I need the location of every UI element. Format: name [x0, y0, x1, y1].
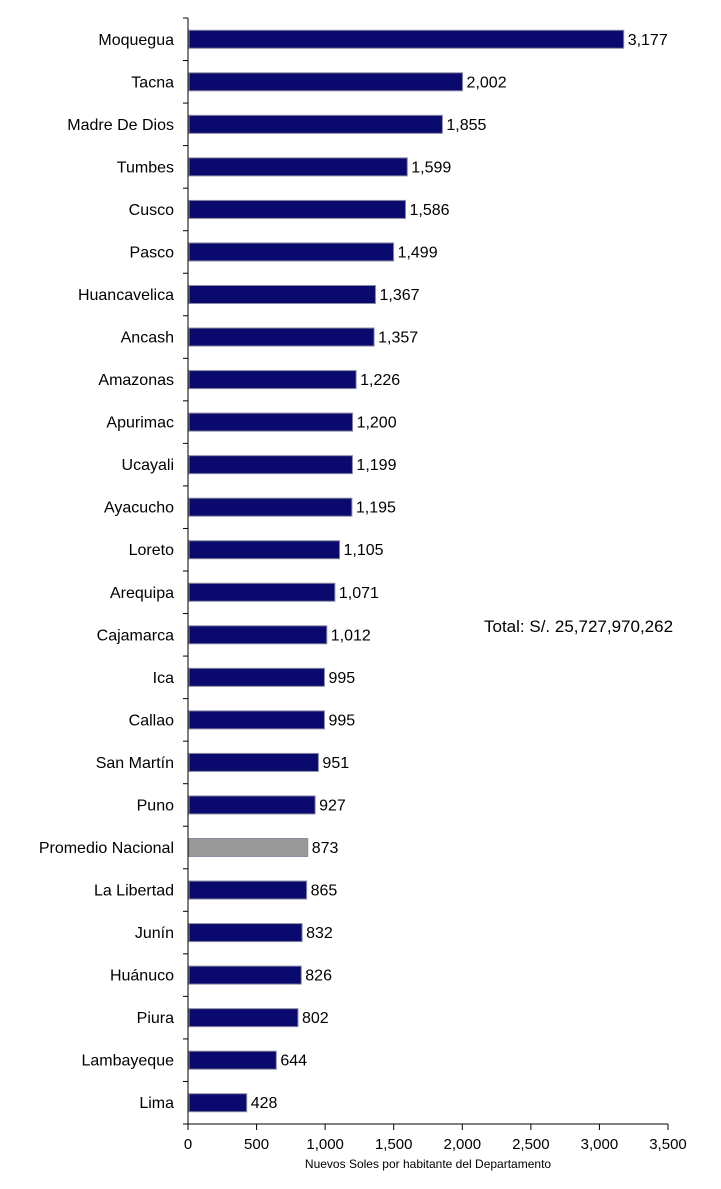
- bar-loreto: [188, 540, 341, 560]
- value-label-cajamarca: 1,012: [331, 627, 371, 644]
- x-tick-label: 500: [244, 1136, 269, 1153]
- value-labels: 3,177 2,002 1,855 1,599 1,586 1,499 1,367 1,357…: [251, 32, 668, 1112]
- x-tick-label: 1,500: [375, 1136, 413, 1153]
- bar-huanuco: [188, 965, 302, 985]
- value-label-piura: 802: [302, 1010, 329, 1027]
- value-label-lima: 428: [251, 1095, 278, 1112]
- bar-promedio-nacional: [188, 838, 309, 857]
- x-tick-label: 2,000: [444, 1136, 482, 1153]
- category-label-cajamarca: Cajamarca: [97, 627, 174, 644]
- bar-amazonas: [188, 370, 357, 390]
- category-label-callao: Callao: [129, 712, 174, 729]
- bar-moquegua: [188, 29, 625, 49]
- x-axis-title: Nuevos Soles por habitante del Departame…: [305, 1157, 551, 1171]
- category-label-cusco: Cusco: [129, 202, 174, 219]
- category-label-ayacucho: Ayacucho: [104, 500, 174, 517]
- bar-cusco: [188, 199, 407, 219]
- value-label-tumbes: 1,599: [411, 159, 451, 176]
- bar-apurimac: [188, 412, 354, 432]
- bar-la-libertad: [188, 880, 308, 900]
- value-label-ucayali: 1,199: [356, 457, 396, 474]
- category-labels: Moquegua Tacna Madre De Dios Tumbes Cusco Pas…: [39, 32, 174, 1112]
- value-label-ancash: 1,357: [378, 330, 418, 347]
- x-tick-label: 2,500: [512, 1136, 550, 1153]
- bar-cajamarca: [188, 625, 328, 645]
- bar-ucayali: [188, 455, 353, 475]
- bar-callao: [188, 710, 325, 730]
- category-label-san-martin: San Martín: [96, 755, 174, 772]
- value-label-lambayeque: 644: [280, 1053, 307, 1070]
- x-tick-label: 3,000: [581, 1136, 619, 1153]
- category-label-tumbes: Tumbes: [117, 159, 174, 176]
- category-label-puno: Puno: [137, 797, 174, 814]
- value-label-ayacucho: 1,195: [356, 500, 396, 517]
- category-label-tacna: Tacna: [131, 74, 174, 91]
- category-label-ica: Ica: [153, 670, 174, 687]
- value-label-ica: 995: [328, 670, 355, 687]
- category-label-promedio-nacional: Promedio Nacional: [39, 840, 174, 857]
- value-label-tacna: 2,002: [467, 74, 507, 91]
- value-label-loreto: 1,105: [344, 542, 384, 559]
- value-label-junin: 832: [306, 925, 333, 942]
- x-tick-label: 0: [184, 1136, 192, 1153]
- bar-lima: [188, 1093, 248, 1113]
- bar-tacna: [188, 72, 464, 92]
- bar-madre-de-dios: [188, 114, 443, 134]
- bar-ancash: [188, 327, 375, 347]
- category-label-lima: Lima: [139, 1095, 174, 1112]
- category-label-piura: Piura: [137, 1010, 174, 1027]
- value-label-madre-de-dios: 1,855: [446, 117, 486, 134]
- value-label-cusco: 1,586: [410, 202, 450, 219]
- bar-san-martin: [188, 752, 319, 772]
- x-tick-label: 1,000: [306, 1136, 344, 1153]
- category-label-lambayeque: Lambayeque: [81, 1053, 174, 1070]
- value-label-san-martin: 951: [322, 755, 349, 772]
- category-label-huanuco: Huánuco: [110, 968, 174, 985]
- category-label-moquegua: Moquegua: [98, 32, 174, 49]
- value-label-callao: 995: [328, 712, 355, 729]
- value-label-arequipa: 1,071: [339, 585, 379, 602]
- bar-ayacucho: [188, 497, 353, 517]
- bars-layer: [188, 29, 625, 1113]
- value-label-huanuco: 826: [305, 968, 332, 985]
- bar-junin: [188, 923, 303, 943]
- total-annotation: Total: S/. 25,727,970,262: [484, 617, 673, 636]
- bar-ica: [188, 667, 325, 687]
- value-label-moquegua: 3,177: [628, 32, 668, 49]
- category-label-ancash: Ancash: [121, 330, 174, 347]
- x-tick-label: 3,500: [649, 1136, 687, 1153]
- category-label-apurimac: Apurimac: [106, 415, 174, 432]
- category-label-huancavelica: Huancavelica: [78, 287, 174, 304]
- category-label-arequipa: Arequipa: [110, 585, 174, 602]
- bar-puno: [188, 795, 316, 815]
- value-label-apurimac: 1,200: [357, 415, 397, 432]
- value-label-promedio-nacional: 873: [312, 840, 339, 857]
- bar-tumbes: [188, 157, 408, 177]
- category-label-amazonas: Amazonas: [98, 372, 174, 389]
- axes: 0 500 1,000 1,500 2,000 2,500 3,000 3,500: [183, 17, 687, 1153]
- value-label-la-libertad: 865: [311, 883, 338, 900]
- value-label-puno: 927: [319, 797, 346, 814]
- category-label-ucayali: Ucayali: [122, 457, 174, 474]
- category-label-la-libertad: La Libertad: [94, 883, 174, 900]
- bar-pasco: [188, 242, 395, 262]
- bar-huancavelica: [188, 285, 376, 304]
- bar-arequipa: [188, 582, 336, 602]
- value-label-amazonas: 1,226: [360, 372, 400, 389]
- bar-piura: [188, 1008, 299, 1028]
- category-label-madre-de-dios: Madre De Dios: [67, 117, 174, 134]
- category-label-pasco: Pasco: [130, 244, 175, 261]
- value-label-huancavelica: 1,367: [379, 287, 419, 304]
- value-label-pasco: 1,499: [398, 244, 438, 261]
- category-label-junin: Junín: [135, 925, 174, 942]
- bar-lambayeque: [188, 1050, 277, 1070]
- category-label-loreto: Loreto: [129, 542, 174, 559]
